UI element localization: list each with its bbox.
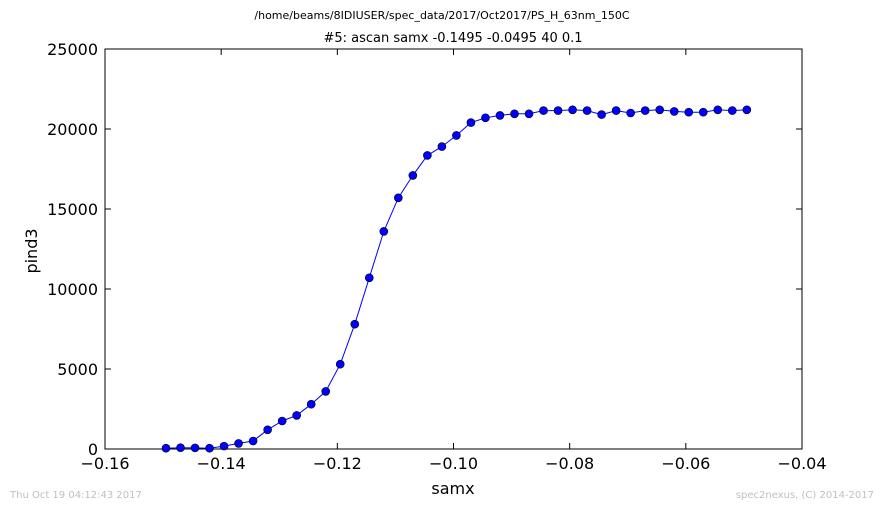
y-tick-label: 20000 (47, 120, 98, 139)
data-point (611, 106, 621, 115)
x-tick-label: −0.08 (545, 454, 594, 473)
data-point (219, 441, 229, 451)
data-point (350, 319, 360, 329)
footer-timestamp: Thu Oct 19 04:12:43 2017 (9, 490, 142, 501)
y-tick-label: 15000 (47, 200, 98, 219)
data-point (321, 387, 331, 396)
data-point (568, 105, 577, 115)
data-point (423, 151, 432, 160)
data-point (306, 399, 316, 409)
data-point (292, 411, 301, 420)
data-point (248, 436, 258, 446)
data-point (655, 105, 664, 115)
x-tick-label: −0.06 (661, 454, 710, 473)
y-tick-label: 0 (88, 440, 98, 459)
data-point (524, 109, 534, 119)
data-point (742, 105, 752, 115)
series-markers (161, 105, 752, 453)
data-point (466, 118, 476, 127)
y-axis: 0 5000 10000 15000 20000 25000 (47, 40, 802, 459)
data-point (481, 113, 490, 123)
data-point (263, 425, 272, 435)
data-point (640, 106, 650, 115)
data-point (582, 106, 592, 115)
chart-suptitle: /home/beams/8IDIUSER/spec_data/2017/Oct2… (254, 9, 630, 22)
data-point (684, 107, 694, 117)
data-point (379, 227, 389, 236)
data-point (364, 273, 374, 283)
data-point (234, 439, 243, 448)
data-point (190, 443, 200, 453)
data-point (161, 443, 171, 453)
data-point (335, 359, 345, 369)
data-point (408, 171, 418, 180)
data-point (437, 142, 447, 151)
footer-credit: spec2nexus, (C) 2014-2017 (736, 490, 874, 501)
data-point (510, 109, 519, 119)
y-axis-label: pind3 (22, 228, 41, 273)
data-point (277, 416, 287, 426)
data-point (539, 106, 548, 115)
data-point (452, 131, 461, 140)
y-tick-label: 5000 (57, 360, 98, 379)
data-point (394, 193, 403, 203)
data-point (713, 105, 723, 115)
x-tick-label: −0.10 (429, 454, 478, 473)
data-point (698, 107, 708, 117)
x-axis-label: samx (431, 479, 474, 498)
data-point (495, 111, 505, 120)
x-tick-label: −0.12 (313, 454, 362, 473)
data-point (597, 110, 606, 119)
data-point (626, 108, 635, 118)
data-point (727, 106, 737, 115)
data-point (669, 107, 679, 116)
chart-title: #5: ascan samx -0.1495 -0.0495 40 0.1 (323, 31, 582, 46)
data-point (176, 443, 185, 453)
x-axis: −0.16 −0.14 −0.12 −0.10 −0.08 −0.06 −0.04 (80, 49, 827, 473)
x-tick-label: −0.14 (197, 454, 246, 473)
y-tick-label: 25000 (47, 40, 98, 59)
x-tick-label: −0.04 (777, 454, 826, 473)
plot-area (104, 48, 803, 450)
data-point (205, 443, 214, 453)
data-point (553, 106, 563, 115)
x-tick-label: −0.16 (80, 454, 129, 473)
y-tick-label: 10000 (47, 280, 98, 299)
